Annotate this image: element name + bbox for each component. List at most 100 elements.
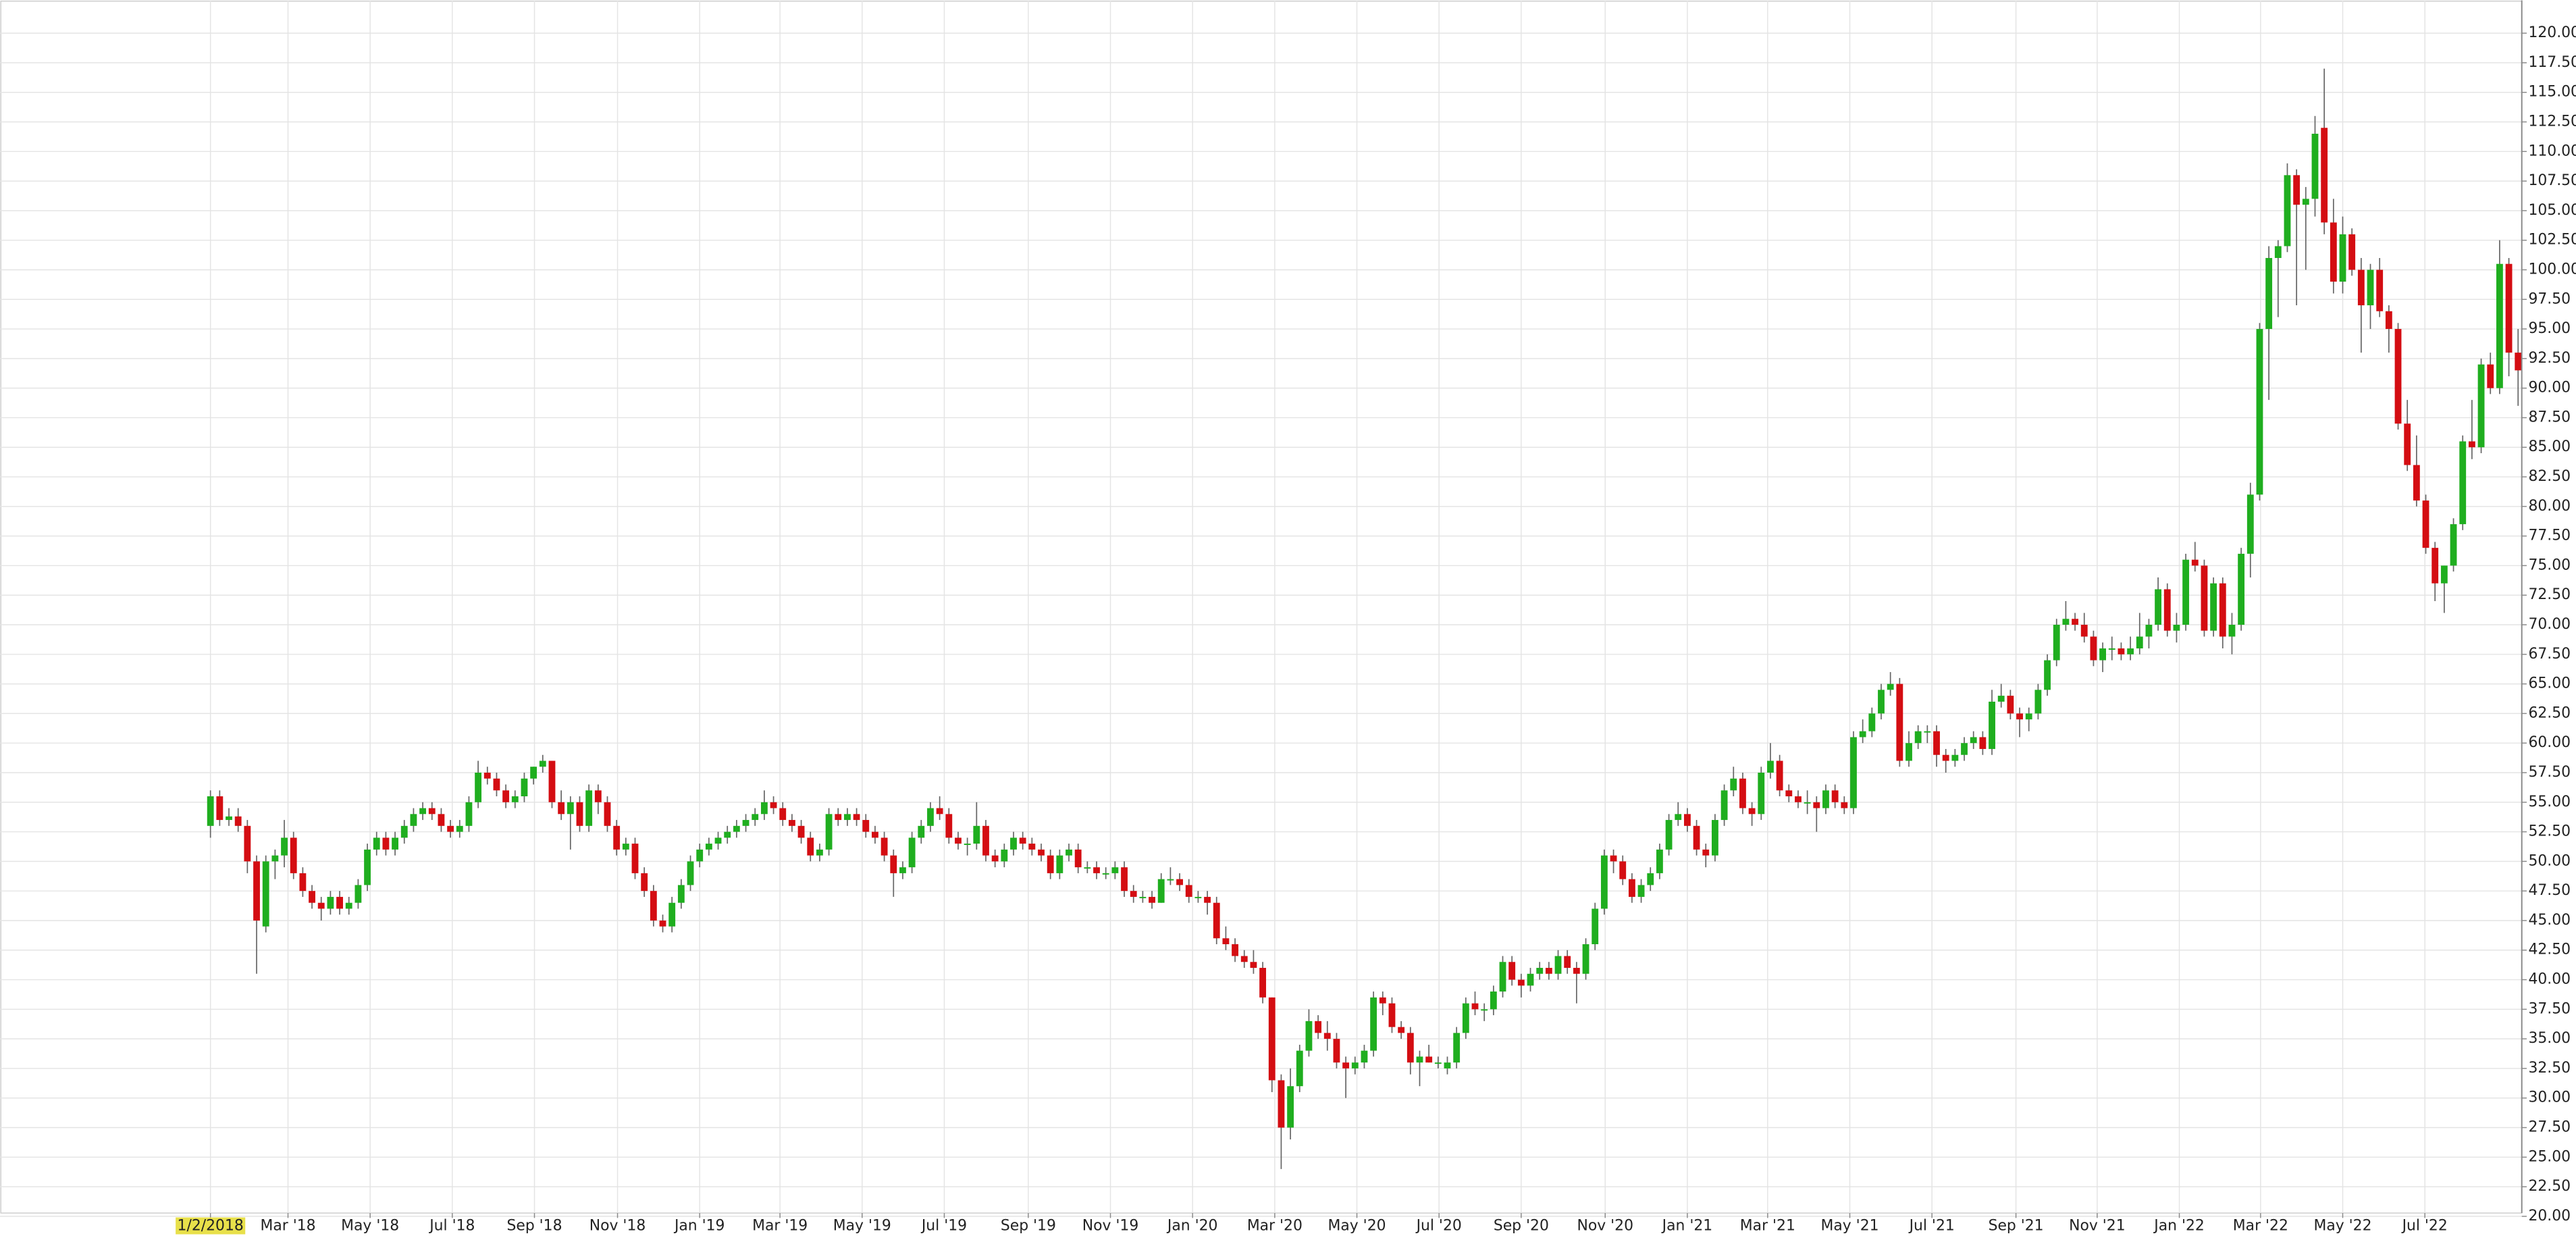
candle-body: [234, 816, 242, 826]
candle-body: [594, 790, 602, 802]
candle-body: [1019, 837, 1026, 844]
candle-body: [1462, 1003, 1469, 1033]
candle-body: [1868, 713, 1876, 731]
candle-body: [511, 796, 519, 802]
candle-body: [1425, 1056, 1433, 1063]
x-tick-label: Jul '18: [428, 1218, 475, 1235]
candle-body: [899, 867, 906, 873]
candle-body: [2459, 441, 2467, 525]
candle-body: [2145, 625, 2153, 637]
candle-body: [1545, 968, 1552, 974]
candle-body: [392, 837, 399, 850]
y-tick-label: 87.50: [2528, 409, 2571, 425]
candle-body: [2228, 625, 2236, 637]
candle-body: [1795, 796, 1802, 802]
candle-body: [2155, 589, 2162, 625]
candle-body: [1813, 802, 1820, 808]
candle-body: [1675, 814, 1682, 821]
candle-body: [604, 802, 611, 826]
candle-body: [493, 778, 500, 791]
candle-body: [2413, 465, 2420, 501]
y-tick-label: 42.50: [2528, 942, 2571, 958]
candle-body: [1388, 1003, 1396, 1027]
candle-body: [2468, 441, 2475, 448]
candle-body: [807, 837, 814, 856]
candle-body: [1149, 896, 1155, 903]
y-tick-label: 77.50: [2528, 527, 2571, 544]
candle-body: [400, 825, 408, 838]
y-tick-label: 105.00: [2528, 202, 2576, 219]
candle-body: [853, 814, 860, 821]
candle-body: [705, 844, 712, 850]
candle-body: [2191, 559, 2199, 566]
candle-body: [1600, 855, 1608, 909]
candle-body: [382, 837, 390, 850]
y-tick-label: 60.00: [2528, 734, 2571, 751]
candle-body: [548, 760, 556, 802]
candle-body: [816, 849, 823, 856]
candle-body: [2127, 648, 2134, 654]
candle-body: [677, 885, 685, 903]
candle-body: [1942, 754, 1949, 761]
x-tick-label: Jul '20: [1415, 1218, 1462, 1235]
candle-body: [2256, 329, 2263, 495]
candle-body: [2394, 329, 2402, 424]
candle-body: [1121, 867, 1128, 892]
candle-body: [2219, 583, 2226, 637]
candle-body: [2072, 619, 2078, 625]
candle-body: [2404, 423, 2411, 465]
candle-body: [1647, 873, 1654, 885]
x-tick-label: Mar '19: [752, 1218, 808, 1235]
candle-body: [1250, 962, 1257, 969]
x-tick-label: Mar '21: [1740, 1218, 1795, 1235]
candle-body: [659, 920, 666, 927]
x-tick-label: Mar '22: [2233, 1218, 2288, 1235]
candle-body: [1333, 1039, 1340, 1063]
candle-body: [1453, 1033, 1461, 1063]
candle-body: [410, 814, 417, 826]
candle-body: [1194, 896, 1202, 898]
candle-body: [456, 825, 463, 832]
candle-body: [2238, 553, 2245, 625]
candle-body: [1961, 743, 1968, 755]
candle-body: [2007, 696, 2014, 714]
x-tick-label: Mar '20: [1247, 1218, 1303, 1235]
candle-body: [945, 814, 953, 838]
y-tick-label: 35.00: [2528, 1030, 2571, 1047]
candle-body: [825, 814, 833, 850]
candle-body: [631, 844, 639, 873]
candle-body: [1508, 962, 1516, 980]
x-tick-label: Nov '21: [2069, 1218, 2126, 1235]
candle-body: [1767, 760, 1774, 773]
y-tick-label: 90.00: [2528, 380, 2571, 396]
y-tick-label: 45.00: [2528, 912, 2571, 929]
y-tick-label: 67.50: [2528, 646, 2571, 663]
candle-body: [1804, 802, 1811, 804]
candle-body: [1038, 849, 1045, 856]
x-tick-label: Sep '20: [1494, 1218, 1549, 1235]
candle-body: [1351, 1062, 1359, 1068]
candle-body: [1490, 991, 1497, 1010]
candle-body: [613, 825, 621, 850]
x-tick-label: Jan '21: [1661, 1218, 1713, 1235]
candle-body: [2034, 690, 2042, 714]
candle-body: [1887, 684, 1894, 690]
candle-body: [1979, 737, 1987, 749]
candles: [207, 68, 2522, 1169]
y-tick-label: 55.00: [2528, 794, 2571, 810]
candle-body: [1204, 896, 1211, 903]
y-tick-label: 112.50: [2528, 113, 2576, 130]
y-tick-label: 117.50: [2528, 54, 2576, 71]
candle-body: [1554, 956, 1562, 974]
candle-body: [438, 814, 445, 826]
candle-body: [880, 837, 888, 856]
candle-body: [1001, 849, 1008, 862]
candle-body: [1702, 849, 1710, 856]
candle-body: [955, 837, 962, 844]
grid: [0, 0, 2522, 1217]
candle-body: [1074, 849, 1082, 868]
candle-body: [1471, 1003, 1479, 1010]
candle-body: [585, 790, 593, 826]
candle-body: [2136, 636, 2143, 649]
